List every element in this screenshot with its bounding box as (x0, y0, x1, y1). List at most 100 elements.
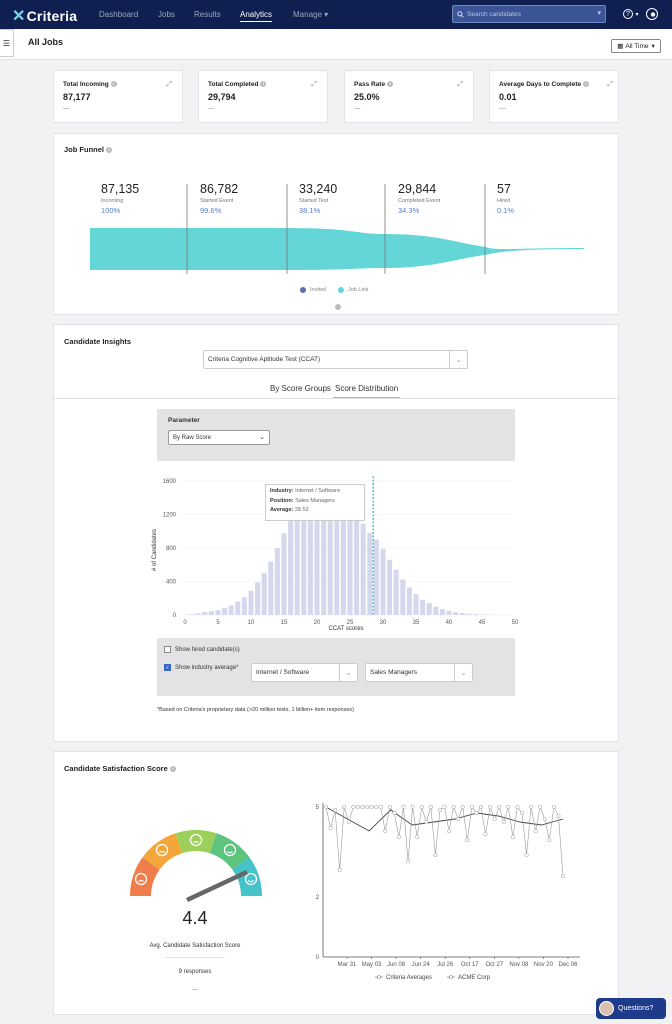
funnel-legend-invited[interactable]: Invited (300, 287, 326, 293)
series-point[interactable] (442, 804, 447, 810)
nav-analytics[interactable]: Analytics (240, 10, 273, 22)
series-point[interactable] (437, 807, 442, 813)
questions-chat-button[interactable]: Questions? (596, 998, 666, 1019)
histogram-bar[interactable] (189, 614, 195, 615)
info-icon[interactable]: i (260, 81, 267, 87)
histogram-bar[interactable] (261, 573, 267, 615)
series-point[interactable] (515, 804, 520, 810)
search-input[interactable] (467, 10, 597, 18)
expand-icon[interactable]: ⤢ (311, 81, 317, 88)
histogram-bar[interactable] (268, 561, 274, 615)
histogram-bar[interactable] (472, 614, 478, 615)
series-point[interactable] (410, 804, 415, 810)
histogram-bar[interactable] (274, 548, 280, 615)
series-point[interactable] (383, 828, 388, 834)
tab-by-score-groups[interactable]: By Score Groups (270, 384, 331, 393)
histogram-bar[interactable] (420, 599, 426, 615)
series-point[interactable] (428, 804, 433, 810)
series-point[interactable] (542, 816, 547, 822)
series-point[interactable] (401, 804, 406, 810)
series-point[interactable] (346, 819, 351, 825)
histogram-bar[interactable] (479, 614, 485, 615)
histogram-bar[interactable] (202, 612, 208, 615)
show-industry-average-checkbox[interactable]: ✓ Show industry average* (164, 664, 238, 671)
info-icon[interactable]: i (110, 81, 117, 87)
series-point[interactable] (360, 804, 365, 810)
series-point[interactable] (469, 804, 474, 810)
histogram-bar[interactable] (235, 601, 241, 615)
series-point[interactable] (456, 816, 461, 822)
histogram-bar[interactable] (215, 609, 221, 615)
histogram-bar[interactable] (334, 514, 340, 616)
tab-score-distribution[interactable]: Score Distribution (333, 384, 401, 399)
histogram-bar[interactable] (433, 606, 439, 615)
series-point[interactable] (510, 834, 515, 840)
histogram-bar[interactable] (439, 609, 445, 615)
series-point[interactable] (501, 819, 506, 825)
series-point[interactable] (337, 867, 342, 873)
series-point[interactable] (342, 804, 347, 810)
series-point[interactable] (551, 804, 556, 810)
histogram-bar[interactable] (426, 603, 432, 615)
series-point[interactable] (405, 858, 411, 864)
sidebar-toggle-button[interactable]: ☰ (0, 29, 14, 57)
histogram-bar[interactable] (387, 559, 393, 615)
series-point[interactable] (497, 804, 502, 810)
expand-icon[interactable]: ⤢ (166, 81, 172, 88)
info-icon[interactable]: i (169, 766, 176, 772)
time-filter-dropdown[interactable]: ▦ All Time ▾ (611, 39, 661, 53)
series-point[interactable] (524, 852, 529, 858)
histogram-bar[interactable] (307, 514, 313, 616)
histogram-bar[interactable] (354, 516, 360, 615)
histogram-bar[interactable] (294, 514, 300, 615)
histogram-bar[interactable] (360, 523, 366, 615)
series-point[interactable] (538, 804, 543, 810)
search-caret-icon[interactable]: ▾ (597, 10, 601, 17)
histogram-bar[interactable] (393, 569, 399, 615)
series-point[interactable] (506, 804, 511, 810)
series-point[interactable] (415, 834, 420, 840)
series-point[interactable] (483, 831, 488, 837)
funnel-legend-job-link[interactable]: Job Link (338, 287, 369, 293)
series-point[interactable] (333, 807, 338, 813)
legend-label[interactable]: Criteria Averages (386, 975, 432, 981)
series-point[interactable] (519, 810, 525, 816)
series-point[interactable] (547, 837, 552, 843)
histogram-bar[interactable] (367, 532, 373, 615)
position-select[interactable]: Sales Managers ⌄ (365, 663, 473, 682)
histogram-bar[interactable] (459, 612, 465, 615)
series-point[interactable] (533, 828, 538, 834)
series-point[interactable] (460, 804, 465, 810)
histogram-bar[interactable] (373, 539, 379, 615)
user-avatar-icon[interactable] (646, 8, 658, 20)
show-hired-checkbox[interactable]: Show hired candidate(s) (164, 646, 240, 653)
histogram-bar[interactable] (241, 597, 247, 615)
expand-icon[interactable]: ⤢ (457, 81, 463, 88)
test-select[interactable]: Criteria Cognitive Aptitude Test (CCAT) ⌄ (203, 350, 468, 369)
series-point[interactable] (556, 813, 561, 819)
series-point[interactable] (492, 816, 497, 822)
histogram-bar[interactable] (340, 514, 346, 616)
histogram-bar[interactable] (400, 579, 406, 615)
series-point[interactable] (355, 804, 360, 810)
search-box[interactable]: ▾ (452, 5, 606, 23)
series-point[interactable] (529, 804, 534, 810)
series-point[interactable] (424, 819, 429, 825)
series-point[interactable] (488, 804, 493, 810)
histogram-bar[interactable] (321, 514, 327, 616)
parameter-select[interactable]: By Raw Score ⌄ (168, 430, 270, 445)
histogram-bar[interactable] (413, 594, 419, 615)
histogram-bar[interactable] (301, 514, 307, 616)
help-menu[interactable]: ? ▾ (623, 8, 639, 19)
series-point[interactable] (451, 804, 456, 810)
funnel-info-icon[interactable] (333, 298, 341, 316)
series-point[interactable] (560, 873, 566, 879)
histogram-bar[interactable] (208, 611, 214, 615)
nav-dashboard[interactable]: Dashboard (99, 10, 139, 19)
histogram-bar[interactable] (380, 548, 386, 615)
series-point[interactable] (433, 852, 438, 858)
series-point[interactable] (474, 810, 479, 816)
nav-results[interactable]: Results (194, 10, 221, 19)
series-point[interactable] (465, 837, 470, 843)
histogram-bar[interactable] (228, 605, 234, 615)
